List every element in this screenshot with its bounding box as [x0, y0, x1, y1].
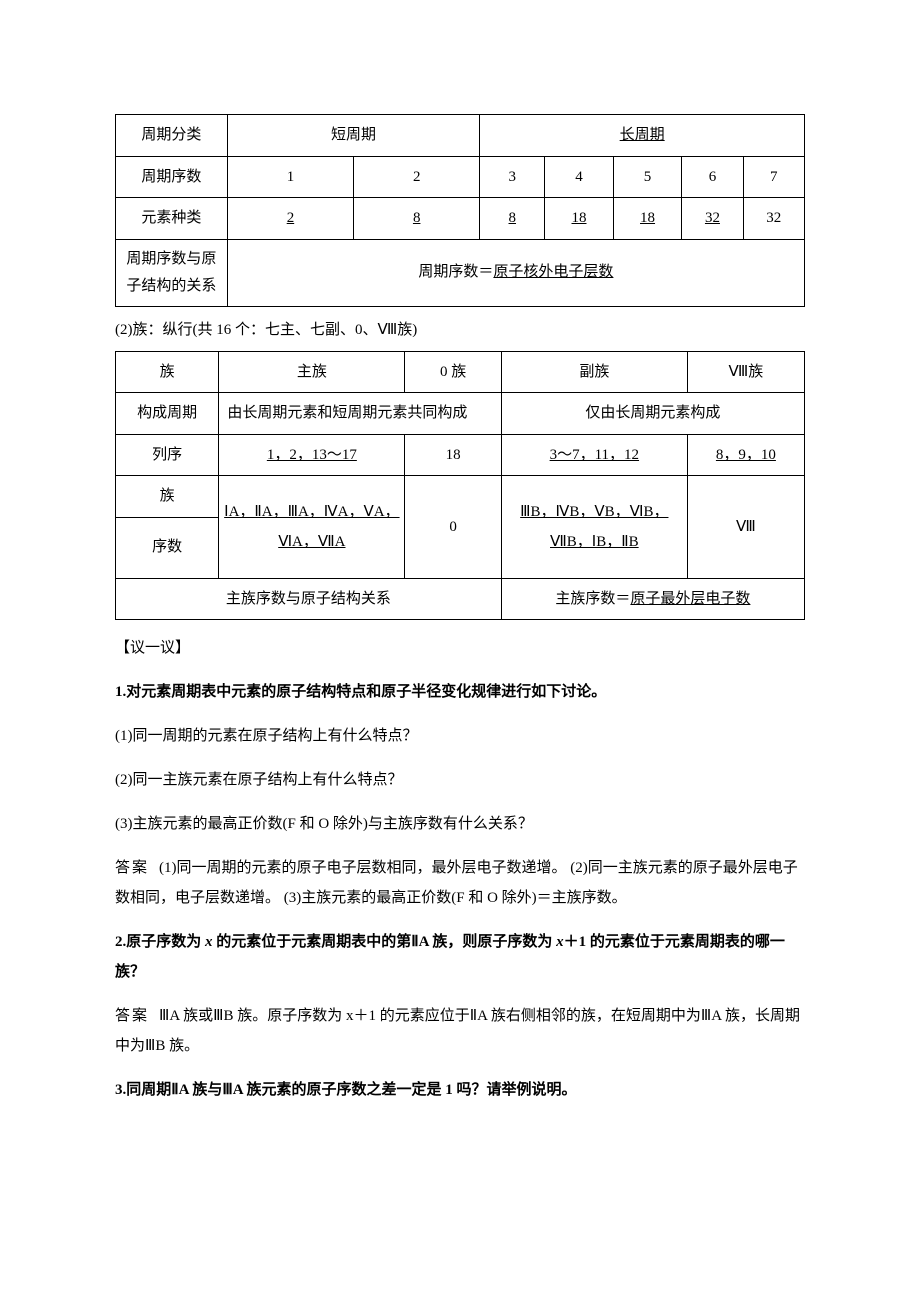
table-row: 构成周期 由长周期元素和短周期元素共同构成 仅由长周期元素构成 [116, 393, 805, 435]
cell-viii: Ⅷ [687, 476, 804, 579]
cell: 7 [743, 156, 804, 198]
cell-viii-group: Ⅷ族 [687, 351, 804, 393]
cell: 1，2，13～17 [219, 434, 405, 476]
cell-sub-groups: ⅢB，ⅣB，ⅤB，ⅥB，ⅦB，ⅠB，ⅡB [501, 476, 687, 579]
cell-period-class-label: 周期分类 [116, 115, 228, 157]
answer-1-text: (1)同一周期的元素的原子电子层数相同，最外层电子数递增。 (2)同一主族元素的… [115, 860, 798, 906]
cell: 32 [682, 198, 743, 240]
answer-2: 答案ⅢA 族或ⅢB 族。原子序数为 x＋1 的元素应位于ⅡA 族右侧相邻的族，在… [115, 1001, 805, 1061]
cell-main-group-structure-value: 主族序数＝原子最外层电子数 [501, 578, 804, 620]
cell: 6 [682, 156, 743, 198]
cell: 18 [545, 198, 614, 240]
cell: 18 [613, 198, 682, 240]
cell: 2 [354, 156, 480, 198]
cell-composition-sub: 仅由长周期元素构成 [501, 393, 804, 435]
cell-main-group-structure: 主族序数与原子结构关系 [116, 578, 502, 620]
cell: 5 [613, 156, 682, 198]
table-row: 元素种类 2 8 8 18 18 32 32 [116, 198, 805, 240]
group-intro-line: (2)族：纵行(共 16 个：七主、七副、0、Ⅷ族) [115, 315, 805, 345]
cell-sub-group: 副族 [501, 351, 687, 393]
cell: 3～7，11，12 [501, 434, 687, 476]
cell-number-label: 序数 [116, 517, 219, 578]
discussion-heading: 【议一议】 [115, 634, 805, 663]
question-3: 3.同周期ⅡA 族与ⅢA 族元素的原子序数之差一定是 1 吗？请举例说明。 [115, 1075, 805, 1105]
cell: 4 [545, 156, 614, 198]
cell-zero: 0 [405, 476, 501, 579]
cell: 32 [743, 198, 804, 240]
table-row: 周期序数 1 2 3 4 5 6 7 [116, 156, 805, 198]
cell-column-order-label: 列序 [116, 434, 219, 476]
answer-1: 答案(1)同一周期的元素的原子电子层数相同，最外层电子数递增。 (2)同一主族元… [115, 853, 805, 913]
cell: 8 [480, 198, 545, 240]
table-row: 族 ⅠA，ⅡA，ⅢA，ⅣA，ⅤA，ⅥA，ⅦA 0 ⅢB，ⅣB，ⅤB，ⅥB，ⅦB，… [116, 476, 805, 518]
answer-2-text: ⅢA 族或ⅢB 族。原子序数为 x＋1 的元素应位于ⅡA 族右侧相邻的族，在短周… [115, 1008, 800, 1054]
table-row: 周期分类 短周期 长周期 [116, 115, 805, 157]
cell: 18 [405, 434, 501, 476]
cell: 1 [227, 156, 353, 198]
question-1-3: (3)主族元素的最高正价数(F 和 O 除外)与主族序数有什么关系？ [115, 809, 805, 839]
table-row: 列序 1，2，13～17 18 3～7，11，12 8，9，10 [116, 434, 805, 476]
question-1-1: (1)同一周期的元素在原子结构上有什么特点？ [115, 721, 805, 751]
cell-main-groups: ⅠA，ⅡA，ⅢA，ⅣA，ⅤA，ⅥA，ⅦA [219, 476, 405, 579]
cell-main-group: 主族 [219, 351, 405, 393]
cell-zero-group: 0 族 [405, 351, 501, 393]
question-1-2: (2)同一主族元素在原子结构上有什么特点？ [115, 765, 805, 795]
cell-period-structure-label: 周期序数与原子结构的关系 [116, 239, 228, 306]
cell-group-label-2: 族 [116, 476, 219, 518]
answer-label: 答案 [115, 1008, 149, 1024]
cell-composition-main: 由长周期元素和短周期元素共同构成 [219, 393, 501, 435]
period-classification-table: 周期分类 短周期 长周期 周期序数 1 2 3 4 5 6 7 元素种类 2 8… [115, 114, 805, 307]
cell-period-number-label: 周期序数 [116, 156, 228, 198]
cell-element-count-label: 元素种类 [116, 198, 228, 240]
table-row: 主族序数与原子结构关系 主族序数＝原子最外层电子数 [116, 578, 805, 620]
cell: 8，9，10 [687, 434, 804, 476]
variable-x: x [556, 934, 564, 950]
table-row: 族 主族 0 族 副族 Ⅷ族 [116, 351, 805, 393]
cell-composition-label: 构成周期 [116, 393, 219, 435]
cell-long-period: 长周期 [480, 115, 805, 157]
cell-period-structure-value: 周期序数＝原子核外电子层数 [227, 239, 804, 306]
question-1: 1.对元素周期表中元素的原子结构特点和原子半径变化规律进行如下讨论。 [115, 677, 805, 707]
variable-x: x [205, 934, 213, 950]
question-2: 2.原子序数为 x 的元素位于元素周期表中的第ⅡA 族，则原子序数为 x＋1 的… [115, 927, 805, 987]
document-page: 周期分类 短周期 长周期 周期序数 1 2 3 4 5 6 7 元素种类 2 8… [0, 0, 920, 1179]
cell: 3 [480, 156, 545, 198]
cell: 2 [227, 198, 353, 240]
cell-group-label: 族 [116, 351, 219, 393]
cell: 8 [354, 198, 480, 240]
answer-label: 答案 [115, 860, 149, 876]
group-classification-table: 族 主族 0 族 副族 Ⅷ族 构成周期 由长周期元素和短周期元素共同构成 仅由长… [115, 351, 805, 621]
cell-short-period: 短周期 [227, 115, 480, 157]
table-row: 周期序数与原子结构的关系 周期序数＝原子核外电子层数 [116, 239, 805, 306]
